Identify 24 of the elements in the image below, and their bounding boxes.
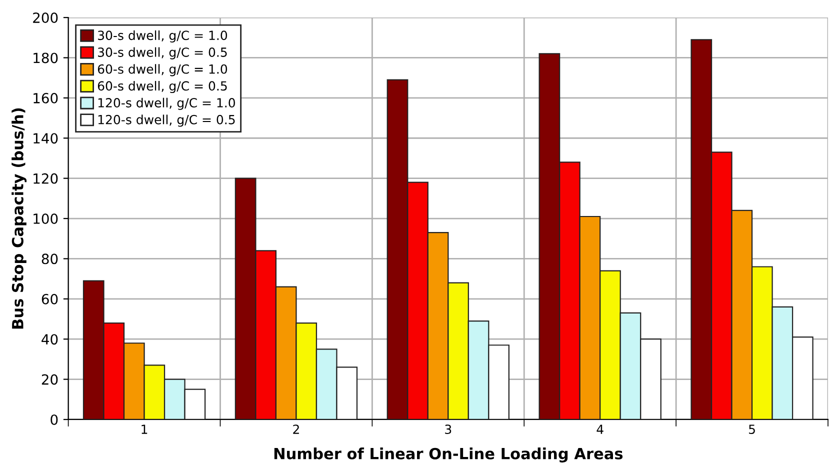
x-tick-label: 1 [142,424,148,434]
x-tick-label: 3 [445,424,452,434]
y-tick-label: 160 [34,92,58,104]
x-tick-label: 4 [596,424,604,434]
y-tick-label: 40 [42,334,58,345]
legend-label: 120-s dwell, g/C = 1.0 [98,98,235,110]
y-tick-label: 20 [42,374,58,385]
y-tick-label: 200 [33,12,58,24]
y-tick-label: 80 [42,254,58,264]
x-axis-title: Number of Linear On-Line Loading Areas [274,448,623,462]
x-tick-label: 2 [293,424,299,434]
y-tick-label: 0 [50,414,58,425]
y-tick-label: 60 [42,294,58,304]
legend-label: 120-s dwell, g/C = 0.5 [98,114,235,127]
legend-label: 30-s dwell, g/C = 1.0 [98,30,228,43]
legend-label: 60-s dwell, g/C = 1.0 [98,64,228,76]
y-tick-label: 100 [34,213,58,224]
x-tick-label: 5 [749,424,755,434]
y-tick-label: 140 [34,133,58,144]
legend-label: 30-s dwell, g/C = 0.5 [98,47,227,60]
y-axis-title: Bus Stop Capacity (bus/h) [12,108,27,329]
y-tick-label: 120 [34,173,58,184]
y-tick-label: 180 [34,52,58,64]
legend-label: 60-s dwell, g/C = 0.5 [98,80,227,94]
